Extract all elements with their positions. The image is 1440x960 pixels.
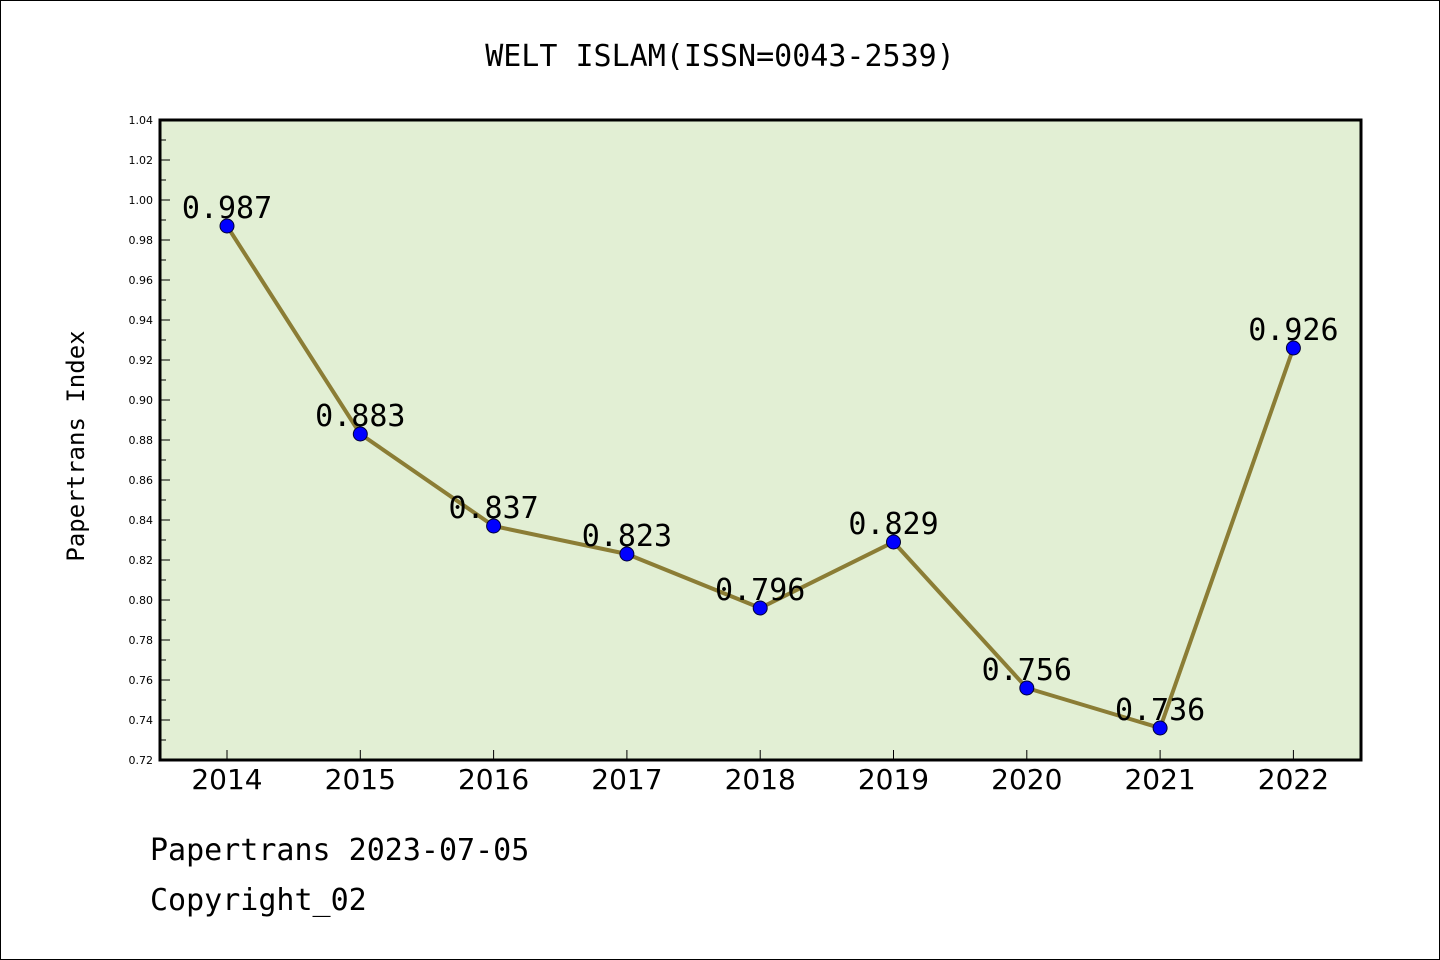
data-point bbox=[1285, 340, 1301, 356]
y-tick-label: 1.04 bbox=[129, 114, 154, 127]
data-point bbox=[1152, 720, 1168, 736]
x-tick-label: 2015 bbox=[325, 763, 396, 796]
data-point bbox=[486, 518, 502, 534]
data-label: 0.796 bbox=[715, 573, 805, 608]
y-tick-label: 0.74 bbox=[129, 714, 154, 727]
data-point bbox=[1019, 680, 1035, 696]
y-tick-label: 0.98 bbox=[129, 234, 154, 247]
data-label: 0.829 bbox=[848, 507, 938, 542]
x-tick-label: 2020 bbox=[991, 763, 1062, 796]
footer-date: Papertrans 2023-07-05 bbox=[150, 833, 530, 868]
x-tick-label: 2018 bbox=[725, 763, 796, 796]
footer-copyright: Copyright_02 bbox=[150, 883, 367, 918]
data-point bbox=[886, 534, 901, 550]
series bbox=[219, 218, 1301, 736]
y-tick-label: 0.82 bbox=[129, 554, 154, 567]
y-tick-label: 0.78 bbox=[129, 634, 154, 647]
x-tick-label: 2021 bbox=[1124, 763, 1195, 796]
data-label: 0.756 bbox=[982, 653, 1072, 688]
data-label: 0.883 bbox=[315, 399, 405, 434]
data-label: 0.736 bbox=[1115, 693, 1205, 728]
data-label: 0.926 bbox=[1248, 313, 1338, 348]
y-tick-label: 1.02 bbox=[129, 154, 154, 167]
y-tick-label: 0.88 bbox=[129, 434, 154, 447]
chart-title: WELT ISLAM(ISSN=0043-2539) bbox=[485, 39, 955, 74]
data-label: 0.987 bbox=[182, 191, 272, 226]
y-tick-label: 0.86 bbox=[129, 474, 154, 487]
y-tick-label: 0.92 bbox=[129, 354, 154, 367]
data-point bbox=[352, 426, 368, 442]
data-point bbox=[619, 546, 635, 562]
y-tick-label: 0.76 bbox=[129, 674, 154, 687]
data-point bbox=[752, 600, 768, 616]
y-tick-label: 0.72 bbox=[129, 754, 154, 767]
axis-ticks: 0.72 0.74 0.76 0.78 0.80 0.82 0.84 0.86 0.88 0.90… bbox=[129, 114, 1330, 796]
x-tick-label: 2022 bbox=[1258, 763, 1329, 796]
y-tick-label: 0.90 bbox=[129, 394, 154, 407]
x-tick-label: 2016 bbox=[458, 763, 529, 796]
y-tick-label: 0.94 bbox=[129, 314, 154, 327]
y-tick-label: 0.96 bbox=[129, 274, 154, 287]
y-axis-label: Papertrans Index bbox=[62, 330, 90, 561]
y-tick-label: 1.00 bbox=[129, 194, 154, 207]
y-tick-label: 0.84 bbox=[129, 514, 154, 527]
data-labels: 0.987 0.883 0.837 0.823 0.796 0.829 0.756 0.736… bbox=[182, 191, 1339, 728]
x-tick-label: 2019 bbox=[858, 763, 929, 796]
data-label: 0.823 bbox=[582, 519, 672, 554]
x-tick-label: 2014 bbox=[191, 763, 262, 796]
data-label: 0.837 bbox=[448, 491, 538, 526]
data-point bbox=[219, 218, 235, 234]
y-tick-label: 0.80 bbox=[129, 594, 154, 607]
x-tick-label: 2017 bbox=[591, 763, 662, 796]
